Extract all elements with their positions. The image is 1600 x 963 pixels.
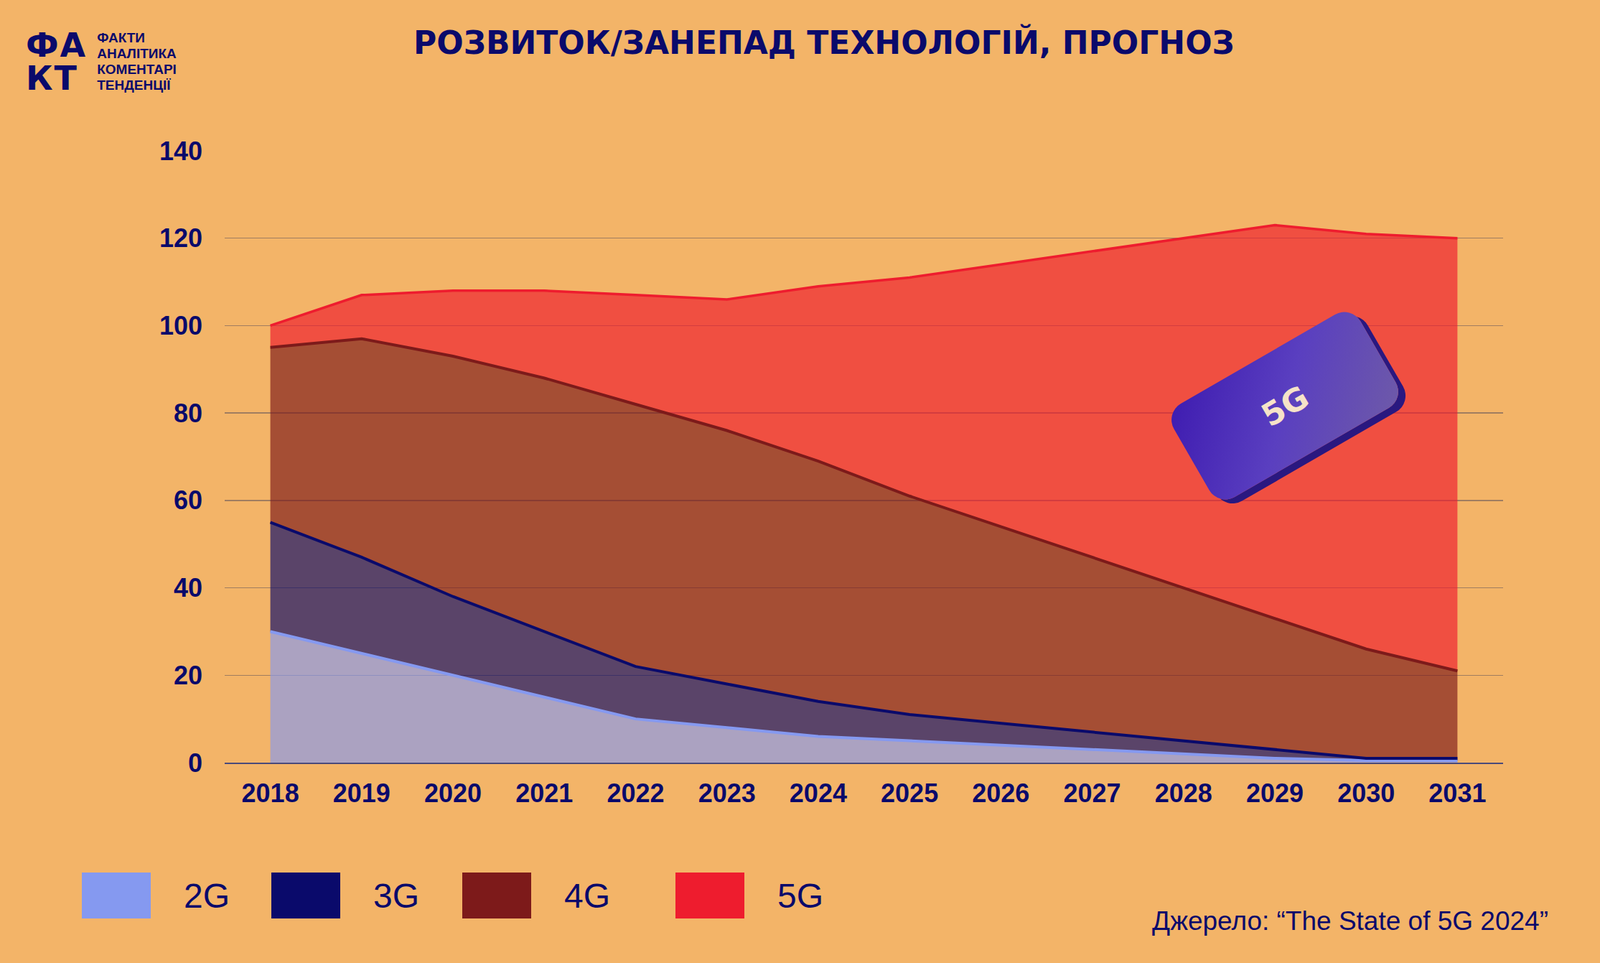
svg-text:2021: 2021	[515, 778, 573, 808]
svg-text:2029: 2029	[1246, 778, 1304, 808]
svg-text:2028: 2028	[1154, 778, 1213, 808]
html-text:ФАКТИ: ФАКТИ	[97, 30, 145, 46]
svg-text:2025: 2025	[880, 778, 939, 808]
svg-text:60: 60	[173, 485, 203, 515]
html-text:ТЕНДЕНЦІЇ: ТЕНДЕНЦІЇ	[97, 77, 171, 93]
html-text:5G: 5G	[777, 876, 824, 915]
html-text:4G: 4G	[564, 876, 611, 915]
svg-text:2031: 2031	[1428, 778, 1486, 808]
svg-text:2027: 2027	[1063, 778, 1121, 808]
svg-text:2026: 2026	[971, 778, 1030, 808]
html-text:КОМЕНТАРІ: КОМЕНТАРІ	[97, 61, 177, 77]
svg-text:0: 0	[188, 747, 203, 778]
svg-text:2018: 2018	[241, 778, 300, 808]
svg-text:40: 40	[173, 572, 203, 603]
svg-text:2019: 2019	[333, 778, 391, 808]
svg-text:2024: 2024	[789, 778, 848, 808]
svg-text:2020: 2020	[424, 778, 482, 808]
svg-text:2023: 2023	[698, 778, 756, 808]
svg-text:2022: 2022	[606, 778, 664, 808]
svg-text:80: 80	[173, 398, 203, 428]
svg-text:140: 140	[159, 136, 203, 166]
svg-text:РОЗВИТОК/ЗАНЕПАД ТЕХНОЛОГІЙ, П: РОЗВИТОК/ЗАНЕПАД ТЕХНОЛОГІЙ, ПРОГНОЗ	[413, 23, 1235, 62]
svg-text:20: 20	[173, 660, 203, 690]
html-text:ФА: ФА	[25, 25, 87, 65]
html-text:3G: 3G	[373, 876, 420, 915]
html-text:5G: 5G	[1254, 377, 1315, 434]
html-text:КТ: КТ	[25, 58, 79, 98]
svg-text:100: 100	[159, 310, 203, 341]
svg-text:2030: 2030	[1337, 778, 1395, 808]
html-text:2G: 2G	[183, 876, 230, 915]
svg-text:120: 120	[159, 223, 203, 253]
html-text:Джерело: “The State of 5G 2024: Джерело: “The State of 5G 2024”	[1152, 905, 1549, 936]
html-text:АНАЛІТИКА: АНАЛІТИКА	[97, 45, 177, 62]
